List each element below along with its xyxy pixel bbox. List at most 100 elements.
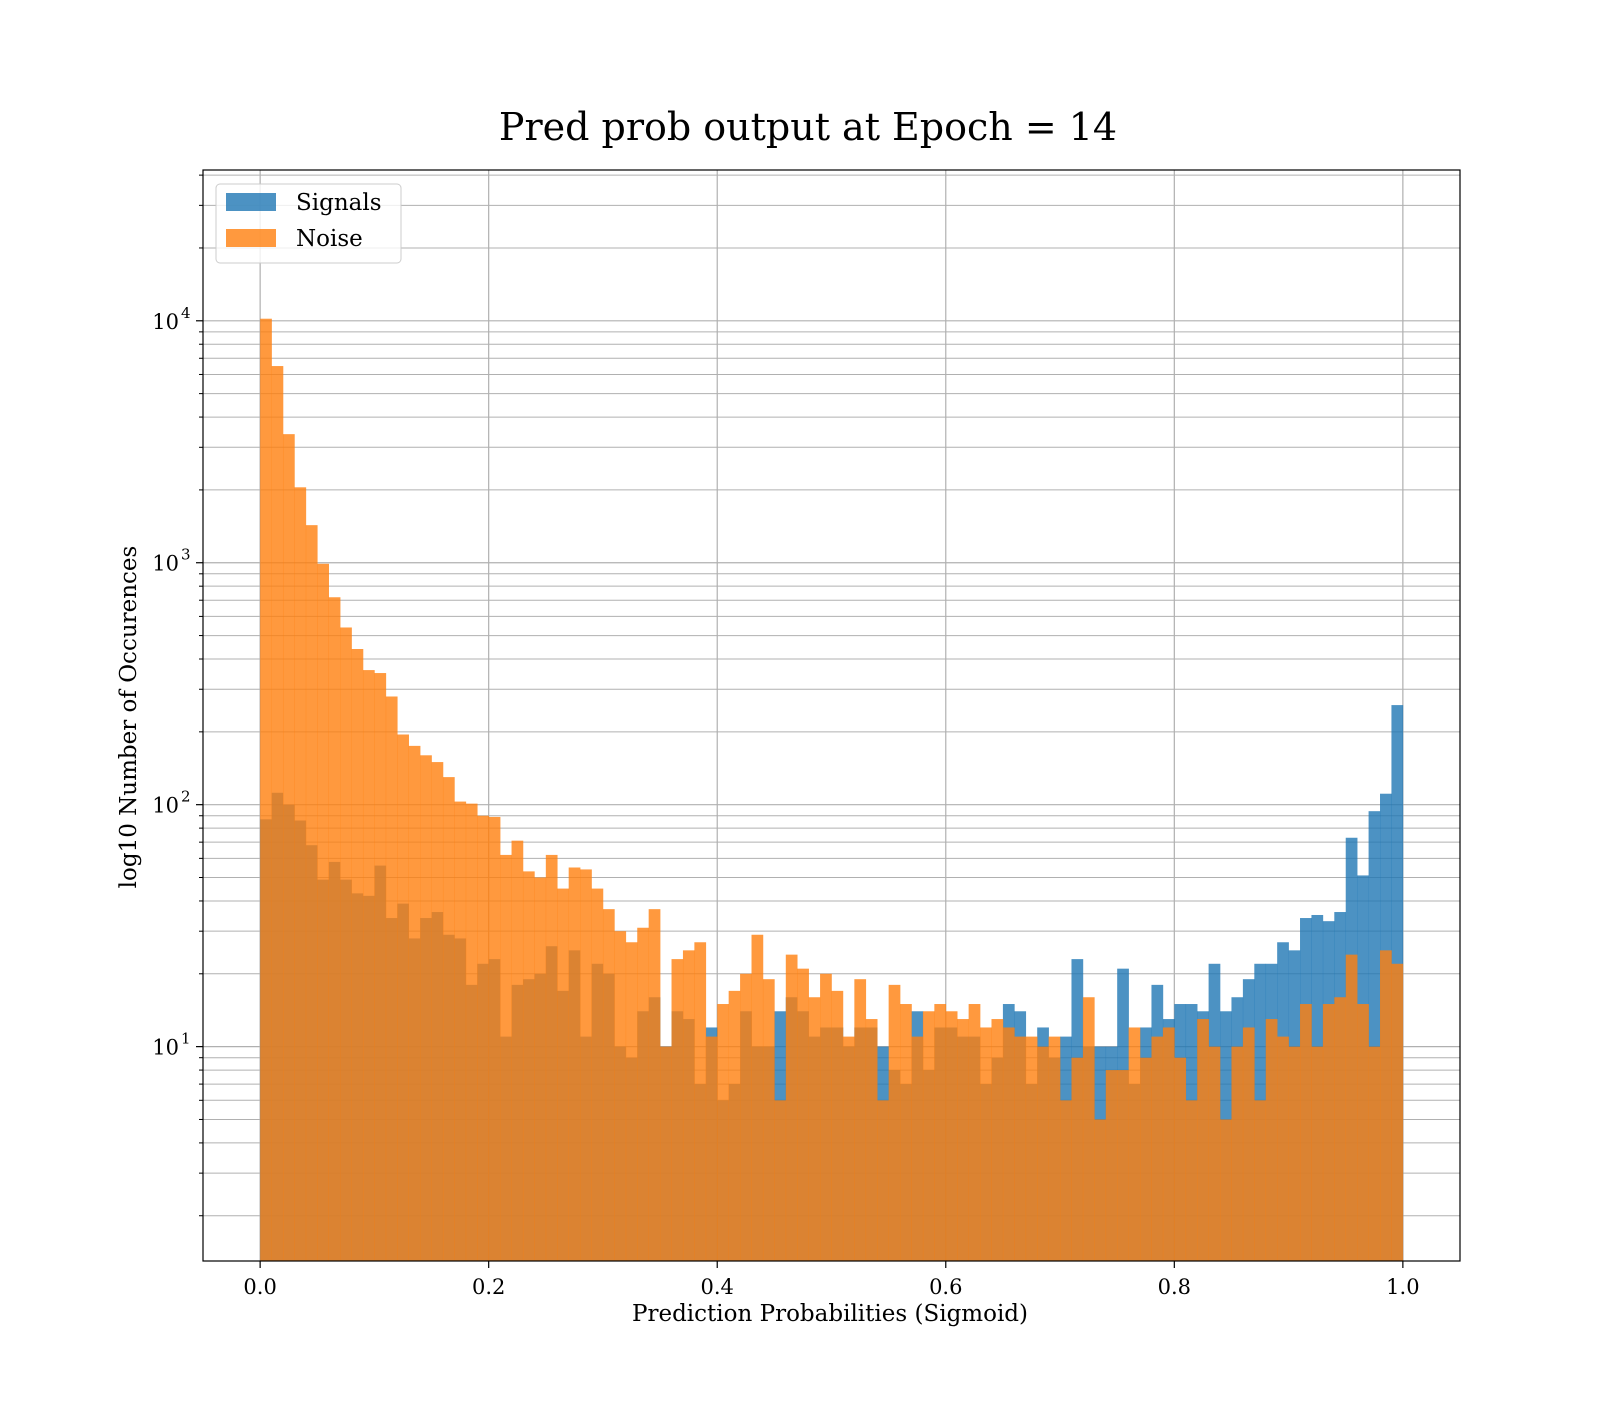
bar-noise-75: [1117, 1070, 1129, 1261]
bar-noise-1: [271, 366, 284, 1261]
bar-noise-64: [991, 1019, 1004, 1261]
bar-noise-36: [671, 959, 684, 1261]
bar-noise-86: [1242, 1027, 1255, 1261]
bar-signals-97: [1368, 811, 1381, 1261]
y-tick-label-3: 10: [152, 310, 179, 334]
bar-noise-54: [877, 1100, 889, 1261]
bar-noise-39: [705, 1036, 718, 1261]
x-tick-label-5: 1.0: [1386, 1275, 1419, 1299]
bar-noise-13: [408, 745, 421, 1261]
bar-noise-29: [591, 888, 604, 1261]
x-tick-label-3: 0.6: [929, 1275, 962, 1299]
bar-noise-67: [1025, 1036, 1038, 1261]
bar-noise-46: [785, 954, 798, 1261]
bar-noise-60: [945, 1011, 958, 1261]
bar-noise-2: [282, 434, 295, 1261]
bar-noise-24: [534, 877, 547, 1261]
legend-label-signals: Signals: [296, 190, 382, 216]
bar-noise-25: [545, 854, 558, 1261]
bar-noise-19: [477, 815, 489, 1261]
bar-noise-44: [762, 979, 775, 1261]
bar-noise-93: [1322, 1004, 1335, 1261]
bar-noise-73: [1094, 1119, 1107, 1261]
bar-noise-43: [751, 934, 764, 1261]
y-tick-label-1: 10: [152, 794, 179, 818]
bar-noise-27: [568, 867, 581, 1261]
bar-noise-52: [854, 979, 867, 1261]
bar-noise-22: [511, 840, 524, 1261]
bar-noise-50: [831, 990, 844, 1261]
bar-noise-11: [385, 696, 398, 1261]
bar-noise-6: [328, 597, 341, 1261]
bar-noise-82: [1197, 1019, 1209, 1261]
bar-noise-61: [957, 1019, 969, 1261]
bar-noise-40: [717, 1004, 729, 1261]
bars: [260, 318, 1404, 1262]
bar-noise-38: [694, 942, 707, 1261]
bar-noise-10: [374, 673, 387, 1261]
bar-noise-90: [1288, 1046, 1301, 1261]
bar-noise-4: [305, 525, 318, 1261]
y-axis-label: log10 Number of Occurences: [116, 546, 142, 889]
bar-noise-97: [1368, 1046, 1381, 1261]
chart-title: Pred prob output at Epoch = 14: [499, 105, 1117, 149]
legend-label-noise: Noise: [296, 226, 363, 252]
bar-noise-80: [1174, 1057, 1187, 1261]
bar-noise-32: [625, 942, 638, 1261]
bar-noise-81: [1185, 1100, 1198, 1261]
bar-noise-21: [500, 854, 512, 1261]
y-tick-label-0: 10: [152, 1036, 179, 1060]
bar-noise-45: [774, 1100, 787, 1261]
bar-noise-12: [397, 734, 409, 1261]
bar-noise-71: [1071, 1057, 1084, 1261]
bar-noise-16: [442, 777, 455, 1261]
bar-noise-84: [1220, 1119, 1232, 1261]
bar-noise-66: [1014, 1036, 1027, 1261]
bar-noise-0: [260, 318, 272, 1262]
bar-noise-20: [488, 816, 501, 1261]
bar-noise-74: [1105, 1070, 1118, 1261]
bar-noise-35: [660, 1046, 672, 1261]
x-axis-label: Prediction Probabilities (Sigmoid): [632, 1301, 1028, 1327]
bar-noise-9: [362, 670, 375, 1261]
bar-noise-31: [614, 931, 627, 1261]
bar-noise-7: [340, 627, 352, 1261]
bar-noise-53: [865, 1019, 878, 1261]
bar-noise-70: [1060, 1100, 1072, 1261]
bar-noise-49: [820, 973, 832, 1261]
bar-noise-33: [637, 927, 649, 1261]
bar-noise-91: [1300, 1004, 1312, 1261]
bar-noise-37: [682, 950, 695, 1261]
x-tick-label-2: 0.4: [701, 1275, 734, 1299]
bar-noise-76: [1128, 1027, 1141, 1261]
y-tick-exponent-1: 2: [181, 788, 191, 806]
x-tick-label-1: 0.2: [472, 1275, 505, 1299]
bar-noise-42: [740, 973, 752, 1261]
bar-noise-92: [1311, 1046, 1324, 1261]
bar-noise-5: [317, 563, 329, 1261]
bar-noise-58: [922, 1011, 935, 1261]
y-tick-exponent-3: 4: [181, 304, 191, 322]
x-axis-ticks: 0.0 0.2 0.4 0.6 0.8 1.0: [243, 1261, 1420, 1299]
bar-noise-79: [1162, 1027, 1175, 1261]
plot-area-frame: [202, 169, 1461, 1262]
bar-noise-23: [522, 871, 535, 1261]
bar-noise-17: [454, 801, 467, 1261]
bar-noise-34: [648, 909, 661, 1261]
bar-noise-78: [1151, 1036, 1164, 1261]
legend-swatch-signals: [226, 193, 276, 211]
bar-noise-48: [808, 997, 821, 1261]
bar-noise-8: [351, 649, 364, 1261]
bar-noise-59: [934, 1004, 947, 1261]
bar-noise-14: [420, 755, 432, 1261]
bar-noise-85: [1231, 1046, 1244, 1261]
y-tick-exponent-2: 3: [181, 546, 191, 564]
legend: Signals Noise: [215, 183, 402, 264]
bar-noise-89: [1277, 1036, 1289, 1261]
bar-noise-69: [1048, 1036, 1061, 1261]
bar-noise-95: [1345, 954, 1358, 1261]
bar-noise-28: [580, 869, 592, 1261]
legend-swatch-noise: [226, 229, 276, 247]
x-tick-label-0: 0.0: [243, 1275, 276, 1299]
